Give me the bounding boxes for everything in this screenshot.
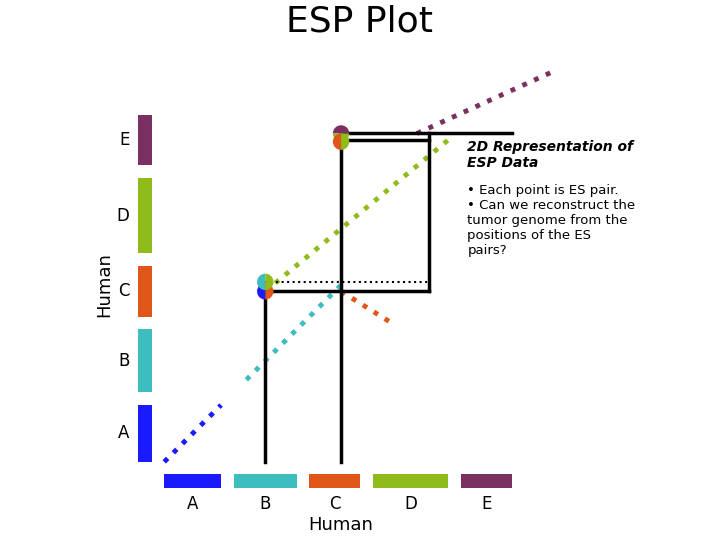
Text: E: E [119, 131, 130, 149]
Bar [461, 475, 512, 488]
Text: C: C [118, 282, 130, 300]
Text: A: A [118, 424, 130, 442]
Bar [373, 475, 449, 488]
Text: Human: Human [95, 253, 113, 318]
Bar [138, 266, 152, 316]
Bar [234, 475, 297, 488]
Bar [138, 114, 152, 165]
Wedge shape [265, 283, 274, 300]
Text: D: D [404, 495, 417, 512]
Text: C: C [329, 495, 341, 512]
Text: A: A [187, 495, 198, 512]
Wedge shape [333, 133, 341, 150]
Bar [310, 475, 360, 488]
Bar [164, 475, 221, 488]
Text: E: E [481, 495, 492, 512]
Wedge shape [257, 274, 265, 290]
Title: ESP Plot: ESP Plot [287, 4, 433, 38]
Text: D: D [117, 207, 130, 225]
Text: • Each point is ES pair.
• Can we reconstruct the
tumor genome from the
position: • Each point is ES pair. • Can we recons… [467, 184, 636, 257]
Wedge shape [265, 274, 274, 290]
Text: 2D Representation of
ESP Data: 2D Representation of ESP Data [467, 140, 634, 170]
Bar [138, 405, 152, 462]
Wedge shape [333, 125, 349, 133]
Text: B: B [118, 352, 130, 370]
Text: B: B [260, 495, 271, 512]
Wedge shape [257, 283, 265, 300]
Bar [138, 329, 152, 393]
Wedge shape [341, 133, 349, 150]
Wedge shape [333, 133, 349, 141]
Text: Human: Human [309, 516, 374, 534]
Bar [138, 178, 152, 253]
